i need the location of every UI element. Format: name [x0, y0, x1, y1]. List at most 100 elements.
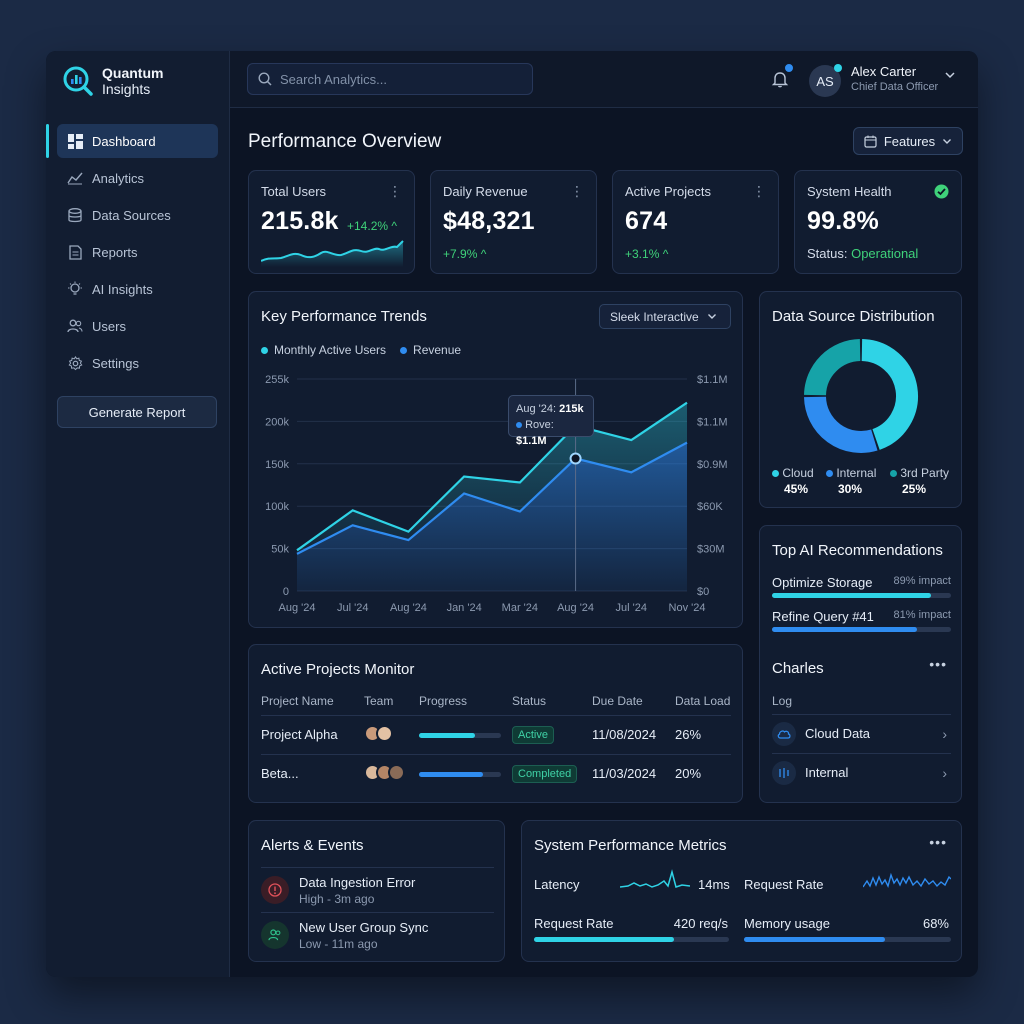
impact-bar-fill [772, 593, 932, 598]
request-rate-label: Request Rate [534, 916, 614, 931]
impact-bar-fill [772, 627, 917, 632]
sidebar-item-users[interactable]: Users [57, 309, 218, 343]
y-tick-left: 0 [283, 586, 289, 598]
reports-icon [67, 244, 83, 260]
data-load: 20% [675, 766, 702, 781]
features-label: Features [883, 133, 936, 149]
sidebar-item-ai-insights[interactable]: AI Insights [57, 272, 218, 306]
brand-subname: Insights [102, 81, 151, 97]
more-options-icon[interactable]: ⋮ [388, 183, 402, 199]
search-icon [258, 72, 272, 86]
y-tick-left: 255k [265, 374, 289, 386]
sidebar-item-label: Users [92, 318, 126, 334]
metrics-title: System Performance Metrics [534, 837, 727, 854]
sidebar-item-reports[interactable]: Reports [57, 235, 218, 269]
alert-item[interactable]: New User Group Sync Low - 11m ago [261, 912, 494, 957]
gear-icon [67, 355, 83, 371]
bell-icon[interactable] [770, 69, 790, 89]
request-rate-bar-fill [534, 937, 675, 942]
status-badge: Active [512, 726, 554, 744]
more-options-icon[interactable]: ⋮ [570, 183, 584, 199]
page-title: Performance Overview [248, 131, 442, 152]
y-tick-right: $0.9M [697, 459, 728, 471]
top-bar: AS Alex Carter Chief Data Officer [230, 51, 978, 108]
search-input[interactable] [280, 71, 520, 87]
server-icon [772, 760, 796, 785]
alert-item[interactable]: Data Ingestion Error High - 3m ago [261, 867, 494, 912]
segment-pct: 30% [838, 482, 863, 496]
trends-title: Key Performance Trends [261, 308, 427, 325]
x-tick: Nov '24 [669, 602, 706, 614]
more-options-icon[interactable]: ••• [929, 834, 947, 850]
recommendation-item[interactable]: Refine Query #41 81% impact [772, 608, 951, 632]
column-header[interactable]: Team [364, 694, 394, 708]
status-value: Operational [851, 246, 919, 261]
sidebar-item-label: Dashboard [92, 133, 156, 149]
segment-pct: 25% [902, 482, 927, 496]
y-tick-right: $1.1M [697, 374, 728, 386]
column-header[interactable]: Status [512, 694, 547, 708]
table-row[interactable]: Beta... Completed 11/03/2024 20% [261, 754, 731, 792]
kpi-value: $48,321 [443, 207, 535, 235]
sidebar-item-data-sources[interactable]: Data Sources [57, 198, 218, 232]
sidebar-item-analytics[interactable]: Analytics [57, 161, 218, 195]
team-avatars [364, 725, 404, 743]
features-dropdown[interactable]: Features [853, 127, 963, 155]
column-header[interactable]: Progress [419, 694, 468, 708]
status-label: Status: [807, 246, 848, 261]
kpi-delta: +3.1% ^ [625, 247, 669, 261]
memory-bar [744, 937, 951, 942]
legend-3rd-party[interactable]: 3rd Party 25% [890, 466, 949, 496]
legend-label: Monthly Active Users [274, 343, 387, 357]
brand-name: Quantum [102, 65, 164, 81]
more-options-icon[interactable]: ••• [929, 656, 947, 672]
legend-item-revenue[interactable]: Revenue [400, 343, 461, 357]
column-header[interactable]: Data Load [675, 694, 731, 708]
kpi-card-total-users[interactable]: Total Users ⋮ 215.8k +14.2% ^ [248, 170, 415, 274]
more-options-icon[interactable]: ⋮ [752, 183, 766, 199]
legend-internal[interactable]: Internal 30% [826, 466, 876, 496]
column-header[interactable]: Due Date [592, 694, 643, 708]
kpi-card-daily-revenue[interactable]: Daily Revenue ⋮ $48,321 +7.9% ^ [430, 170, 597, 274]
chevron-down-icon [943, 138, 952, 144]
sidebar-item-dashboard[interactable]: Dashboard [46, 124, 218, 158]
link-cloud-data[interactable]: Cloud Data › [772, 714, 951, 752]
donut-segment[interactable] [861, 339, 918, 450]
latency-value: 14ms [698, 877, 730, 892]
donut-segment[interactable] [804, 339, 861, 396]
table-row[interactable]: Project Alpha Active 11/08/2024 26% [261, 715, 731, 753]
request-rate-label: Request Rate [744, 877, 824, 892]
data-load: 26% [675, 727, 702, 742]
column-header[interactable]: Project Name [261, 694, 334, 708]
y-tick-left: 50k [271, 544, 289, 556]
chart-legend: Monthly Active Users Revenue [261, 343, 461, 357]
brand-logo[interactable]: Quantum Insights [62, 65, 163, 97]
sidebar-item-settings[interactable]: Settings [57, 346, 218, 380]
user-name[interactable]: Alex Carter [851, 64, 917, 79]
recommendation-item[interactable]: Optimize Storage 89% impact [772, 574, 951, 598]
kpi-card-active-projects[interactable]: Active Projects ⋮ 674 +3.1% ^ [612, 170, 779, 274]
tooltip-label: Aug '24: [516, 403, 557, 415]
sidebar-item-label: AI Insights [92, 281, 153, 297]
due-date: 11/08/2024 [592, 727, 657, 742]
dashboard-icon [67, 133, 83, 149]
kpi-card-system-health[interactable]: System Health 99.8% Status: Operational [794, 170, 962, 274]
legend-cloud[interactable]: Cloud 45% [772, 466, 814, 496]
donut-chart[interactable] [760, 334, 963, 464]
table-header: Project Name Team Progress Status Due Da… [261, 694, 741, 710]
link-internal[interactable]: Internal › [772, 753, 951, 791]
status-badge: Completed [512, 765, 578, 783]
health-status: Status: Operational [807, 246, 918, 261]
generate-report-button[interactable]: Generate Report [57, 396, 217, 428]
chevron-down-icon[interactable] [944, 71, 956, 79]
legend-item-mau[interactable]: Monthly Active Users [261, 343, 386, 357]
donut-segment[interactable] [804, 396, 878, 453]
trend-chart[interactable]: 255k $1.1M 200k $1.1M 150k $0.9M 100k $60K 50k $3… [249, 364, 742, 624]
search-box[interactable] [247, 63, 533, 95]
chart-mode-dropdown[interactable]: Sleek Interactive [599, 304, 731, 329]
chart-tooltip: Aug '24: 215k Rove: $1.1M [508, 395, 594, 447]
notification-badge [783, 62, 795, 74]
segment-pct: 45% [784, 482, 809, 496]
kpi-delta: +14.2% ^ [347, 219, 397, 233]
cloud-icon [772, 721, 796, 746]
